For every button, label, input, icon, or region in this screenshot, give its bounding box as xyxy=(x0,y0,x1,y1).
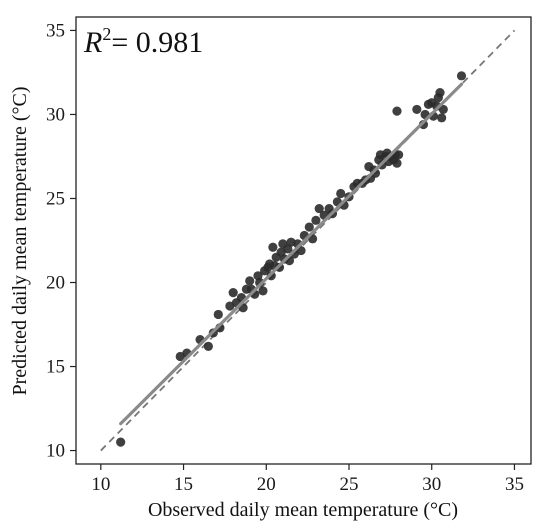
y-tick-label: 15 xyxy=(46,357,65,378)
data-point xyxy=(392,106,402,116)
y-axis-ticks: 10 15 20 25 30 35 xyxy=(46,20,76,462)
y-tick-label: 10 xyxy=(46,441,65,462)
x-tick-label: 30 xyxy=(422,474,441,495)
data-point xyxy=(456,71,467,81)
data-point xyxy=(437,113,447,123)
x-tick-label: 10 xyxy=(91,474,110,495)
data-point xyxy=(203,341,213,351)
data-point xyxy=(438,104,448,115)
x-axis-ticks: 10 15 20 25 30 35 xyxy=(91,464,524,495)
data-point xyxy=(392,158,402,168)
y-tick-label: 25 xyxy=(46,188,65,209)
data-point xyxy=(412,104,422,115)
data-point xyxy=(116,437,126,447)
y-tick-label: 20 xyxy=(46,273,65,294)
data-point xyxy=(394,150,404,160)
x-tick-label: 35 xyxy=(505,474,524,495)
x-tick-label: 15 xyxy=(174,474,193,495)
data-point xyxy=(228,287,238,298)
data-point xyxy=(268,242,278,252)
x-tick-label: 25 xyxy=(340,474,359,495)
r2-annotation: R2= 0.981 xyxy=(83,24,203,59)
data-point xyxy=(304,222,314,232)
data-point xyxy=(245,276,255,286)
data-point xyxy=(258,286,268,296)
data-point xyxy=(311,215,321,225)
data-point xyxy=(213,309,223,320)
x-tick-label: 20 xyxy=(257,474,276,495)
y-tick-label: 35 xyxy=(46,20,65,41)
data-point xyxy=(314,203,324,214)
regression-fit-line xyxy=(119,82,464,426)
y-tick-label: 30 xyxy=(46,104,65,125)
data-point xyxy=(336,188,346,199)
data-point xyxy=(435,88,445,98)
identity-line xyxy=(100,29,516,452)
x-axis-label: Observed daily mean temperature (°C) xyxy=(148,499,458,521)
y-axis-label: Predicted daily mean temperature (°C) xyxy=(9,87,31,396)
